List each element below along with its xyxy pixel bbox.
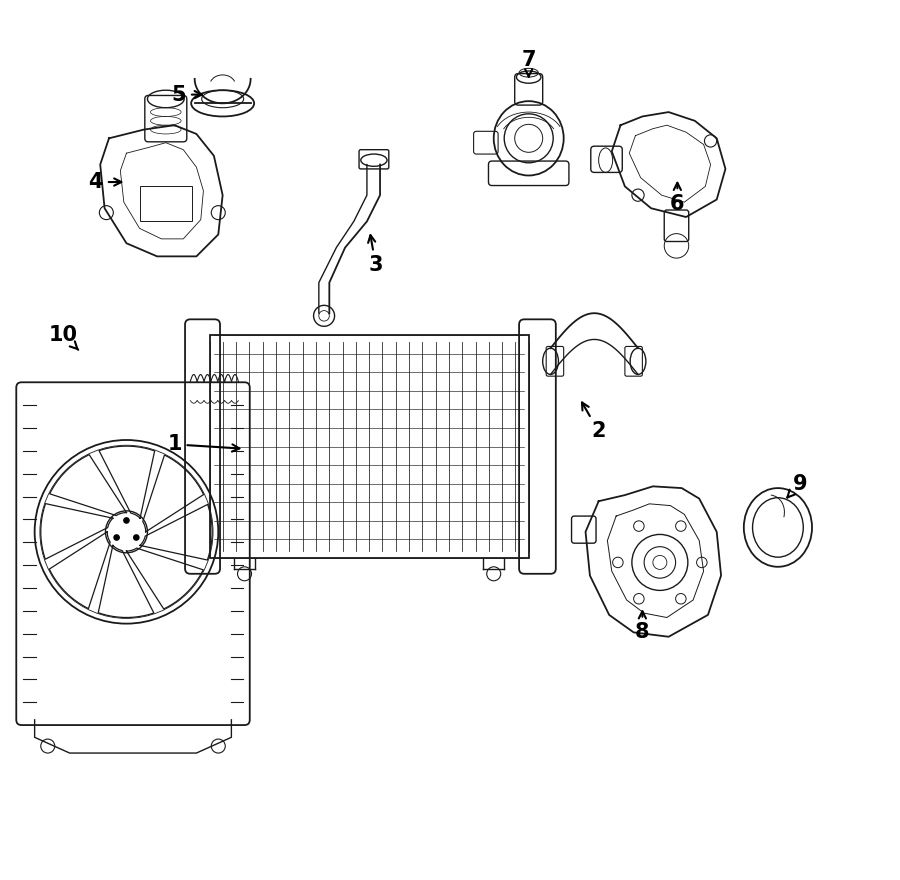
Text: 3: 3 — [368, 235, 382, 275]
Text: 5: 5 — [172, 84, 202, 105]
Circle shape — [124, 517, 129, 523]
Text: 8: 8 — [635, 612, 650, 642]
Text: 9: 9 — [788, 473, 807, 498]
Text: 4: 4 — [88, 172, 122, 192]
Text: 6: 6 — [670, 183, 685, 214]
Bar — [140, 187, 192, 222]
Circle shape — [134, 535, 139, 540]
Text: 7: 7 — [521, 49, 535, 77]
Text: 2: 2 — [582, 402, 606, 441]
Text: 1: 1 — [167, 435, 239, 454]
Circle shape — [114, 535, 119, 540]
Text: 10: 10 — [49, 325, 78, 350]
Bar — [210, 335, 528, 558]
